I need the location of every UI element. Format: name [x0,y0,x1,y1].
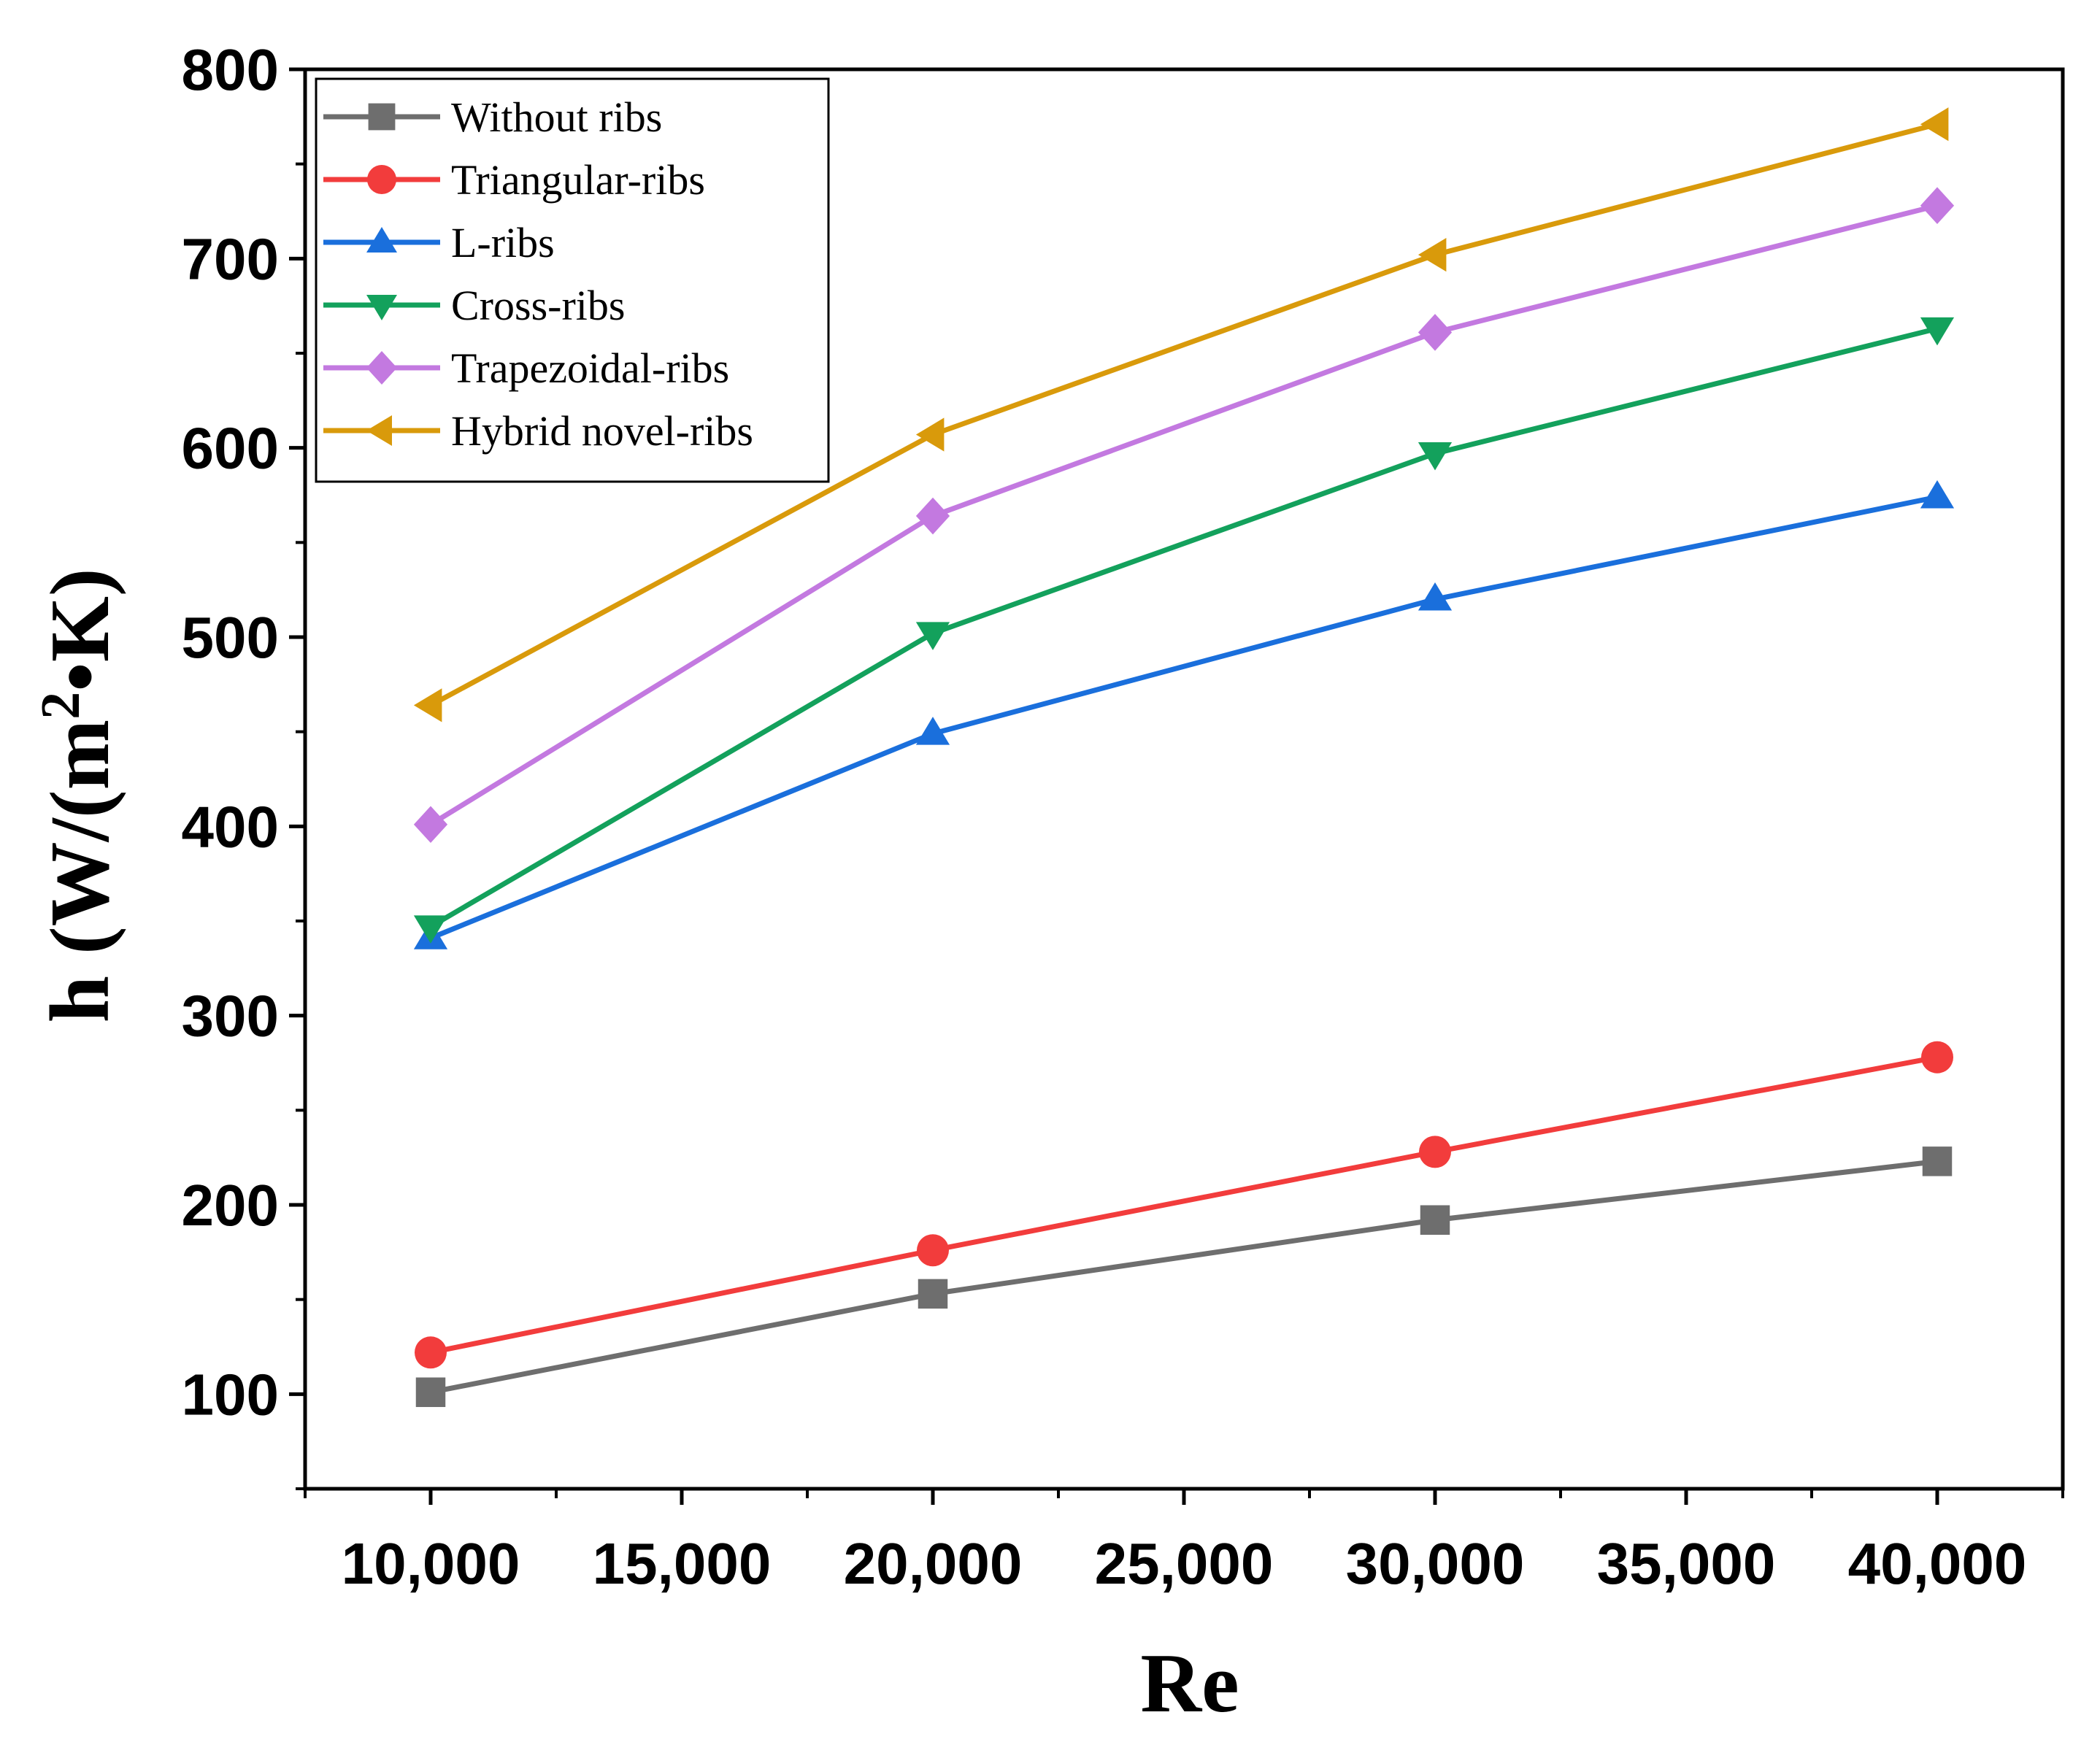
y-tick-label: 600 [182,416,279,481]
y-tick-label: 700 [182,226,279,291]
legend-item: Hybrid novel-ribs [323,407,753,455]
data-point [1920,107,1949,142]
y-axis-title-tail: •K) [34,568,127,691]
legend-marker [367,165,396,194]
data-point [1921,1041,1953,1074]
x-tick-label: 25,000 [1095,1531,1274,1596]
data-point [1418,314,1453,351]
series-line [429,494,1938,941]
series-line [429,325,1938,929]
data-point [1920,187,1955,225]
data-point [1419,1136,1451,1168]
x-tick-label: 15,000 [593,1531,772,1596]
x-axis-title: Re [1140,1637,1239,1730]
x-tick-label: 40,000 [1848,1531,2027,1596]
legend-label: Cross-ribs [451,282,625,329]
legend-marker [366,295,397,320]
legend-marker [366,227,397,253]
legend-item: Without ribs [323,93,662,141]
legend-item: Trapezoidal-ribs [323,344,729,392]
y-axis-title: h (W/(m2•K) [30,568,127,1022]
data-point [1922,1146,1953,1176]
x-tick-label: 10,000 [342,1531,520,1596]
y-tick-label: 100 [182,1362,279,1427]
series-hybrid-novel-ribs [413,107,1949,722]
x-tick-label: 30,000 [1346,1531,1525,1596]
legend-item: L-ribs [323,219,555,266]
y-axis-title-superscript: 2 [30,692,91,720]
legend-label: Trapezoidal-ribs [451,344,729,392]
y-tick-label: 300 [182,984,279,1049]
series-without-ribs [415,1146,1953,1407]
legend-label: L-ribs [451,219,555,266]
data-point [415,1336,447,1369]
legend-label: Hybrid novel-ribs [451,407,753,455]
x-tick-label: 35,000 [1597,1531,1776,1596]
legend-marker [368,103,396,131]
data-point [413,915,448,944]
data-point [413,688,442,722]
series-trapezoidal-ribs [413,187,1955,844]
y-tick-label: 200 [182,1173,279,1238]
data-point [1920,479,1955,509]
series-line [429,121,1938,708]
legend-label: Triangular-ribs [451,156,705,204]
legend-marker [366,415,392,446]
data-point [918,1279,948,1309]
data-point [915,497,950,535]
legend-box [315,77,830,483]
data-point [915,717,950,745]
series-line [429,203,1938,827]
data-point [415,1377,446,1407]
data-point [1418,238,1447,272]
data-point [1418,582,1453,611]
data-point [1418,442,1453,471]
series-triangular-ribs [415,1041,1953,1369]
series-l-ribs [413,479,1955,949]
data-point [915,417,945,452]
series-cross-ribs [413,317,1955,944]
y-tick-label: 800 [182,37,279,102]
data-point [1920,317,1955,346]
data-point [915,622,950,650]
series-line [430,1158,1938,1395]
legend-item: Triangular-ribs [323,156,705,204]
legend-item: Cross-ribs [323,282,625,329]
y-tick-label: 500 [182,605,279,670]
data-point [413,806,448,844]
y-axis-title-main: h (W/(m [34,720,127,1023]
data-point [917,1234,949,1267]
legend-label: Without ribs [451,93,662,141]
y-tick-label: 400 [182,794,279,859]
x-tick-label: 20,000 [844,1531,1023,1596]
data-point [1420,1205,1450,1235]
series-line [430,1055,1938,1355]
legend-marker [366,351,397,385]
